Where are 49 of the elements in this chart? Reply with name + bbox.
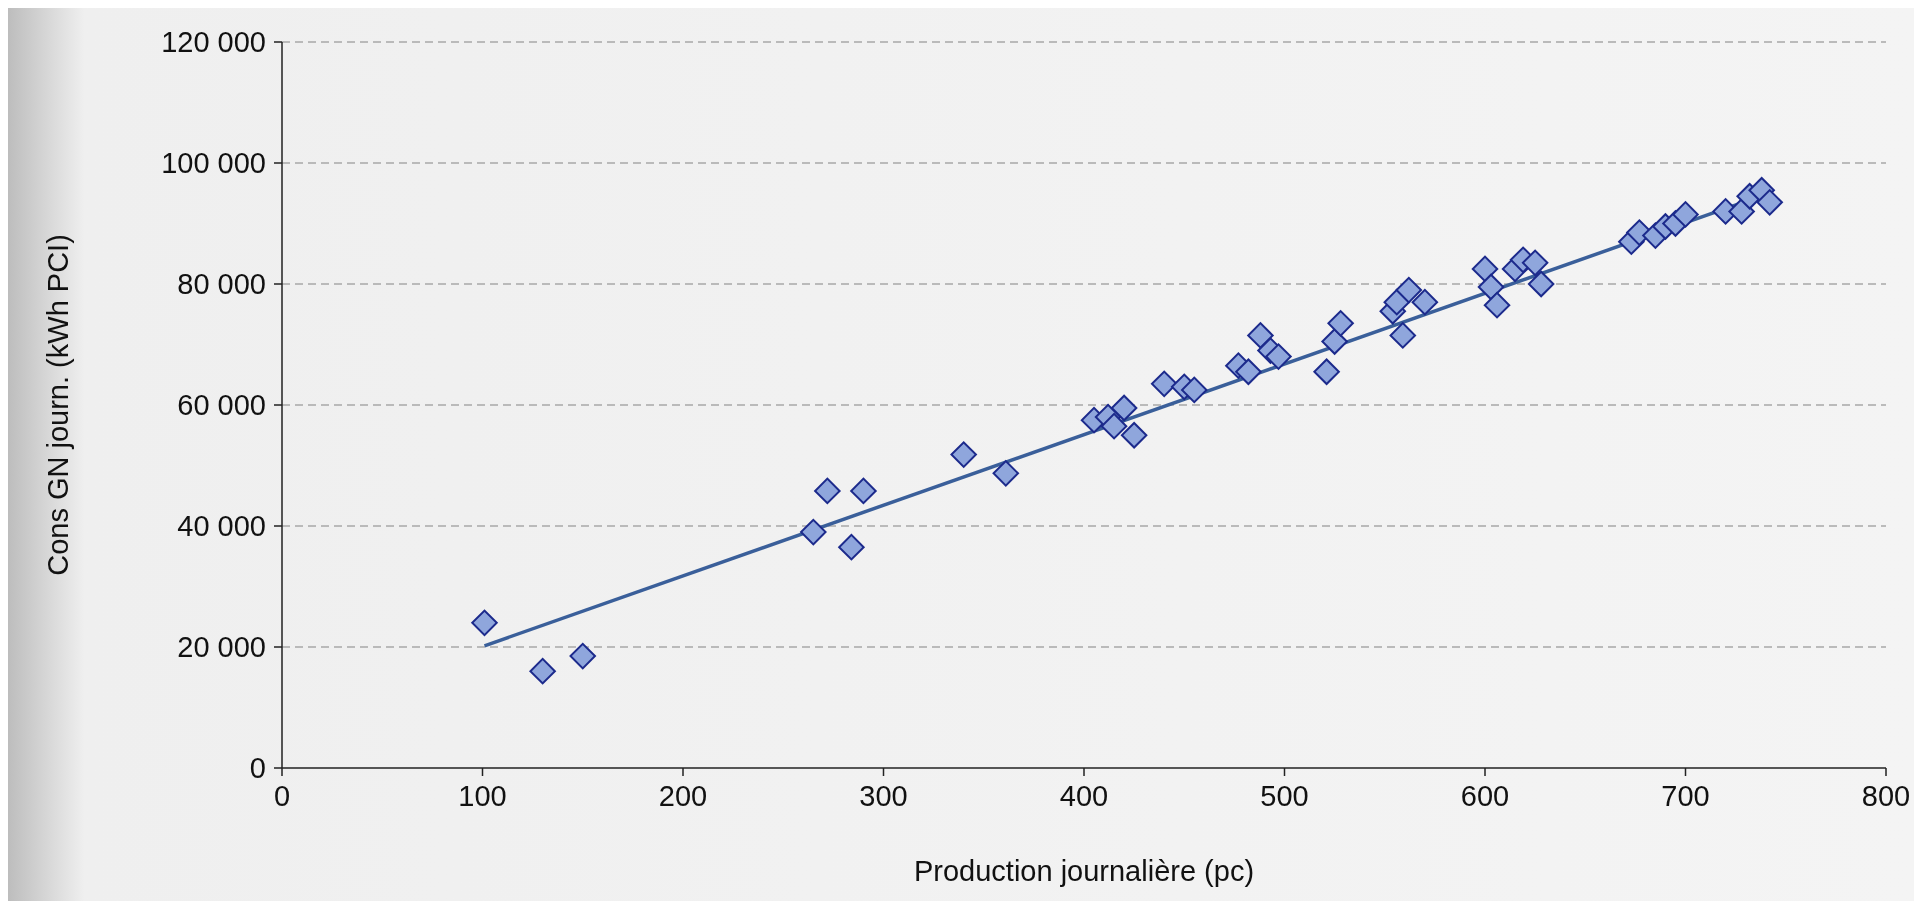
y-tick-label: 20 000 [177, 631, 266, 664]
point [838, 533, 865, 561]
point [814, 477, 841, 505]
y-tick-label: 40 000 [177, 510, 266, 543]
point [1756, 189, 1783, 216]
x-tick-label: 0 [273, 780, 291, 812]
point [1265, 343, 1292, 370]
x-tick-label: 400 [1059, 780, 1109, 812]
x-tick-label: 100 [458, 780, 507, 812]
point [1483, 291, 1511, 319]
point [1383, 288, 1411, 316]
y-tick-label: 80 000 [177, 268, 266, 301]
point [1110, 394, 1138, 422]
point [1471, 255, 1499, 283]
y-tick-label: 100 000 [161, 147, 266, 180]
point [471, 609, 498, 637]
point [1521, 249, 1549, 277]
point [1477, 273, 1505, 301]
x-tick-label: 200 [658, 780, 708, 812]
y-tick-label: 120 000 [161, 26, 266, 59]
point [1313, 358, 1340, 385]
point [1395, 276, 1423, 304]
point [1100, 412, 1128, 440]
point [950, 441, 977, 468]
point [1181, 376, 1208, 404]
point [1247, 322, 1274, 349]
x-tick-label: 800 [1861, 780, 1911, 812]
x-tick-label: 600 [1460, 780, 1510, 812]
x-tick-label: 500 [1260, 780, 1309, 812]
x-tick-label: 700 [1661, 780, 1710, 812]
point [1120, 422, 1148, 449]
point [1321, 328, 1348, 355]
point [569, 642, 596, 670]
y-tick-label: 0 [249, 752, 266, 785]
point [1327, 310, 1354, 337]
y-axis-title: Cons GN journ. (kWh PCI) [42, 234, 74, 576]
x-tick-label: 300 [859, 780, 908, 812]
point [992, 460, 1020, 487]
point [1672, 201, 1699, 228]
y-tick-label: 60 000 [177, 389, 266, 422]
point [850, 477, 877, 505]
x-axis-title: Production journalière (pc) [913, 855, 1255, 887]
point [1411, 288, 1439, 316]
point [1150, 370, 1178, 398]
point [1235, 358, 1262, 385]
point [529, 657, 556, 685]
point [1527, 270, 1555, 298]
point [1389, 322, 1417, 349]
point [800, 518, 827, 546]
